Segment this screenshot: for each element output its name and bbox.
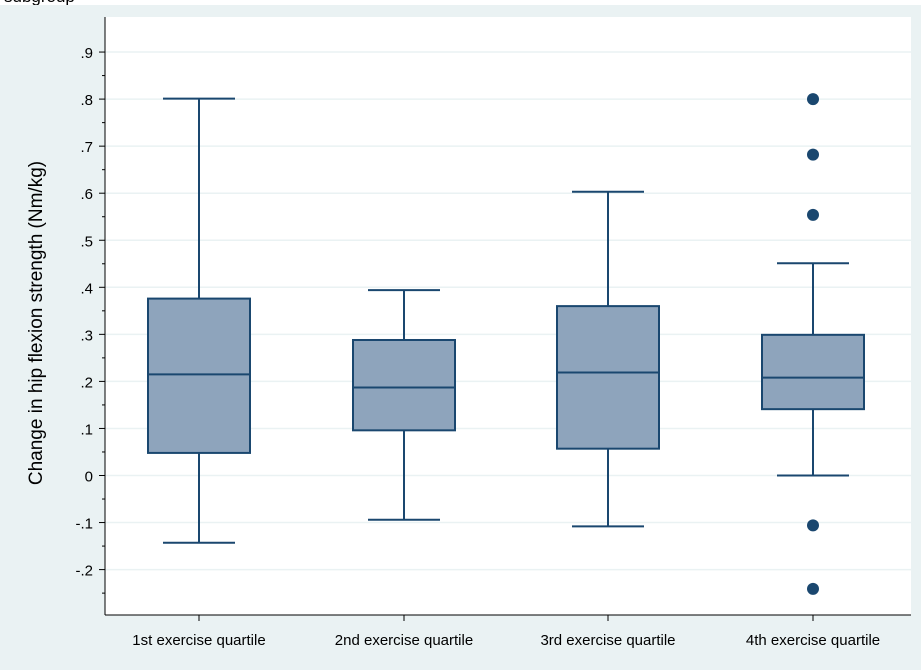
y-tick-label: .6 (80, 186, 93, 203)
caption-fragment: subgroup (4, 0, 75, 7)
y-tick-label: 0 (85, 469, 93, 486)
outlier-point (807, 208, 819, 221)
outlier-point (807, 519, 819, 532)
y-tick-label: .3 (80, 327, 93, 344)
x-axis: 1st exercise quartile 2nd exercise quarti… (105, 614, 911, 649)
y-tick-label: .8 (80, 92, 93, 109)
box-group (761, 93, 865, 595)
boxes-group (147, 93, 865, 595)
outlier-point (807, 582, 819, 595)
y-tick-label: -.1 (75, 516, 93, 533)
y-tick-label: .1 (80, 421, 93, 438)
box-iqr (352, 338, 456, 432)
box-iqr (761, 333, 865, 411)
y-tick-label: .4 (80, 280, 93, 297)
y-tick-label: -.2 (75, 563, 93, 580)
x-tick-label: 1st exercise quartile (132, 632, 265, 649)
outlier-point (807, 93, 819, 106)
y-axis-label: Change in hip flexion strength (Nm/kg) (26, 161, 47, 485)
y-tick-label: .7 (80, 139, 93, 156)
x-tick-label: 3rd exercise quartile (540, 632, 675, 649)
box-group (352, 289, 456, 521)
x-tick-label: 2nd exercise quartile (335, 632, 473, 649)
box-iqr (556, 305, 660, 450)
x-tick-label: 4th exercise quartile (746, 632, 880, 649)
box-group (147, 97, 251, 544)
y-tick-label: .9 (80, 45, 93, 62)
box-group (556, 190, 660, 528)
outlier-point (807, 148, 819, 161)
y-tick-label: .5 (80, 233, 93, 250)
y-axis: -.2 -.1 0 .1 .2 .3 .4 .5 .6 .7 .8 .9 (75, 17, 106, 615)
y-tick-label: .2 (80, 374, 93, 391)
box-iqr (147, 297, 251, 454)
